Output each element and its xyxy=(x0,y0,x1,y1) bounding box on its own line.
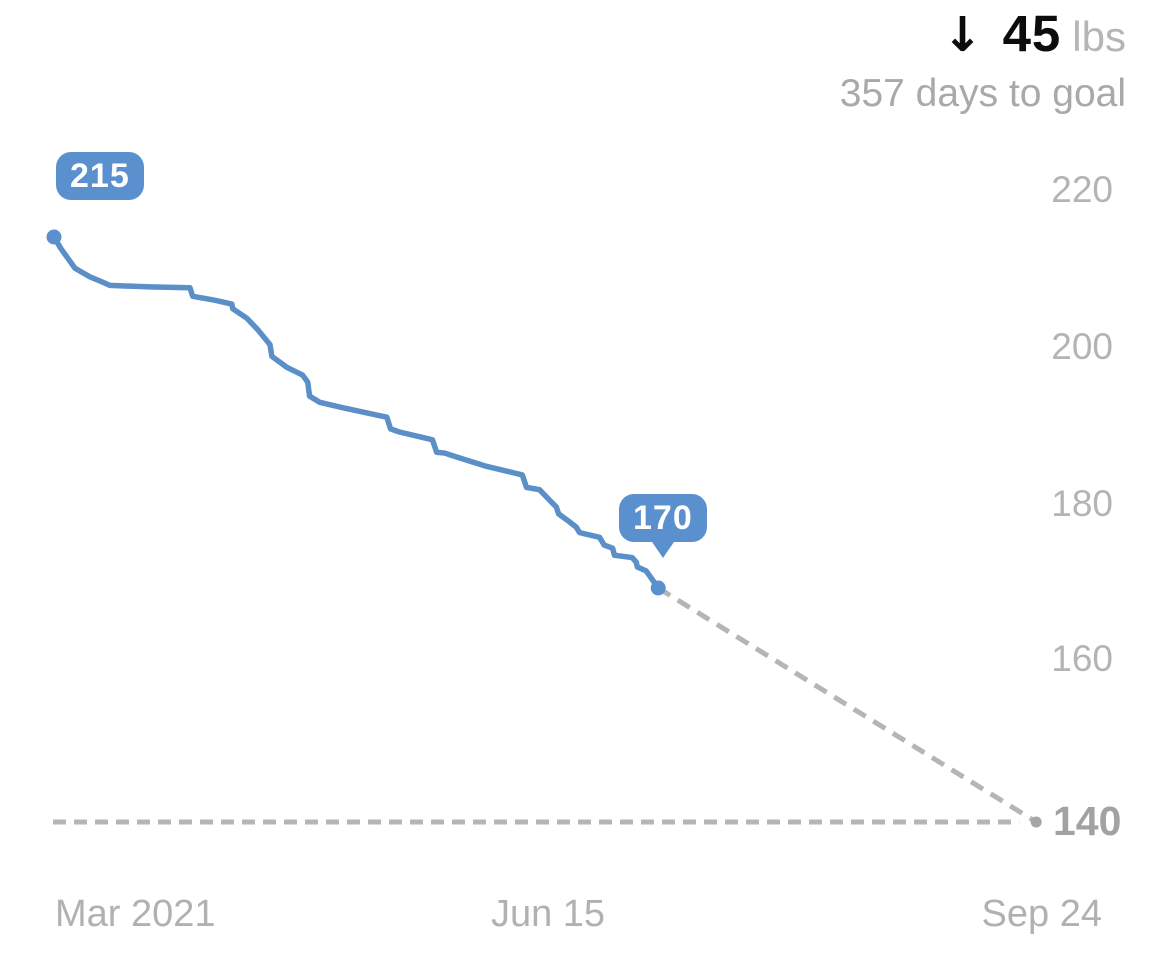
remaining-amount: 45 xyxy=(1002,5,1062,62)
x-axis-label-start: Mar 2021 xyxy=(55,893,216,935)
x-axis-label-end: Sep 24 xyxy=(981,893,1102,935)
start-weight-value: 215 xyxy=(70,157,130,195)
y-axis-label-220: 220 xyxy=(1051,169,1113,210)
remaining-to-goal: ↓ 45 lbs xyxy=(840,4,1126,63)
badge-tail xyxy=(649,539,676,558)
y-axis-label-180: 180 xyxy=(1051,483,1113,524)
current-weight-value: 170 xyxy=(633,499,693,537)
y-axis-label-200: 200 xyxy=(1051,326,1113,367)
down-arrow-icon: ↓ xyxy=(942,7,983,63)
start-weight-badge: 215 xyxy=(56,152,144,200)
goal-weight-label: 140 xyxy=(1053,798,1122,844)
remaining-unit: lbs xyxy=(1072,13,1126,60)
weight-line xyxy=(51,234,661,591)
days-to-goal: 357 days to goal xyxy=(839,72,1126,115)
start-dot xyxy=(46,229,62,245)
current-dot xyxy=(650,580,666,596)
y-axis-label-160: 160 xyxy=(1051,638,1113,679)
goal-dot xyxy=(1030,816,1042,828)
x-axis-label-mid: Jun 15 xyxy=(490,893,606,935)
current-weight-badge: 170 xyxy=(619,494,707,558)
goal-summary: ↓ 45 lbs 357 days to goal xyxy=(840,4,1126,116)
projection-line xyxy=(656,585,1038,825)
